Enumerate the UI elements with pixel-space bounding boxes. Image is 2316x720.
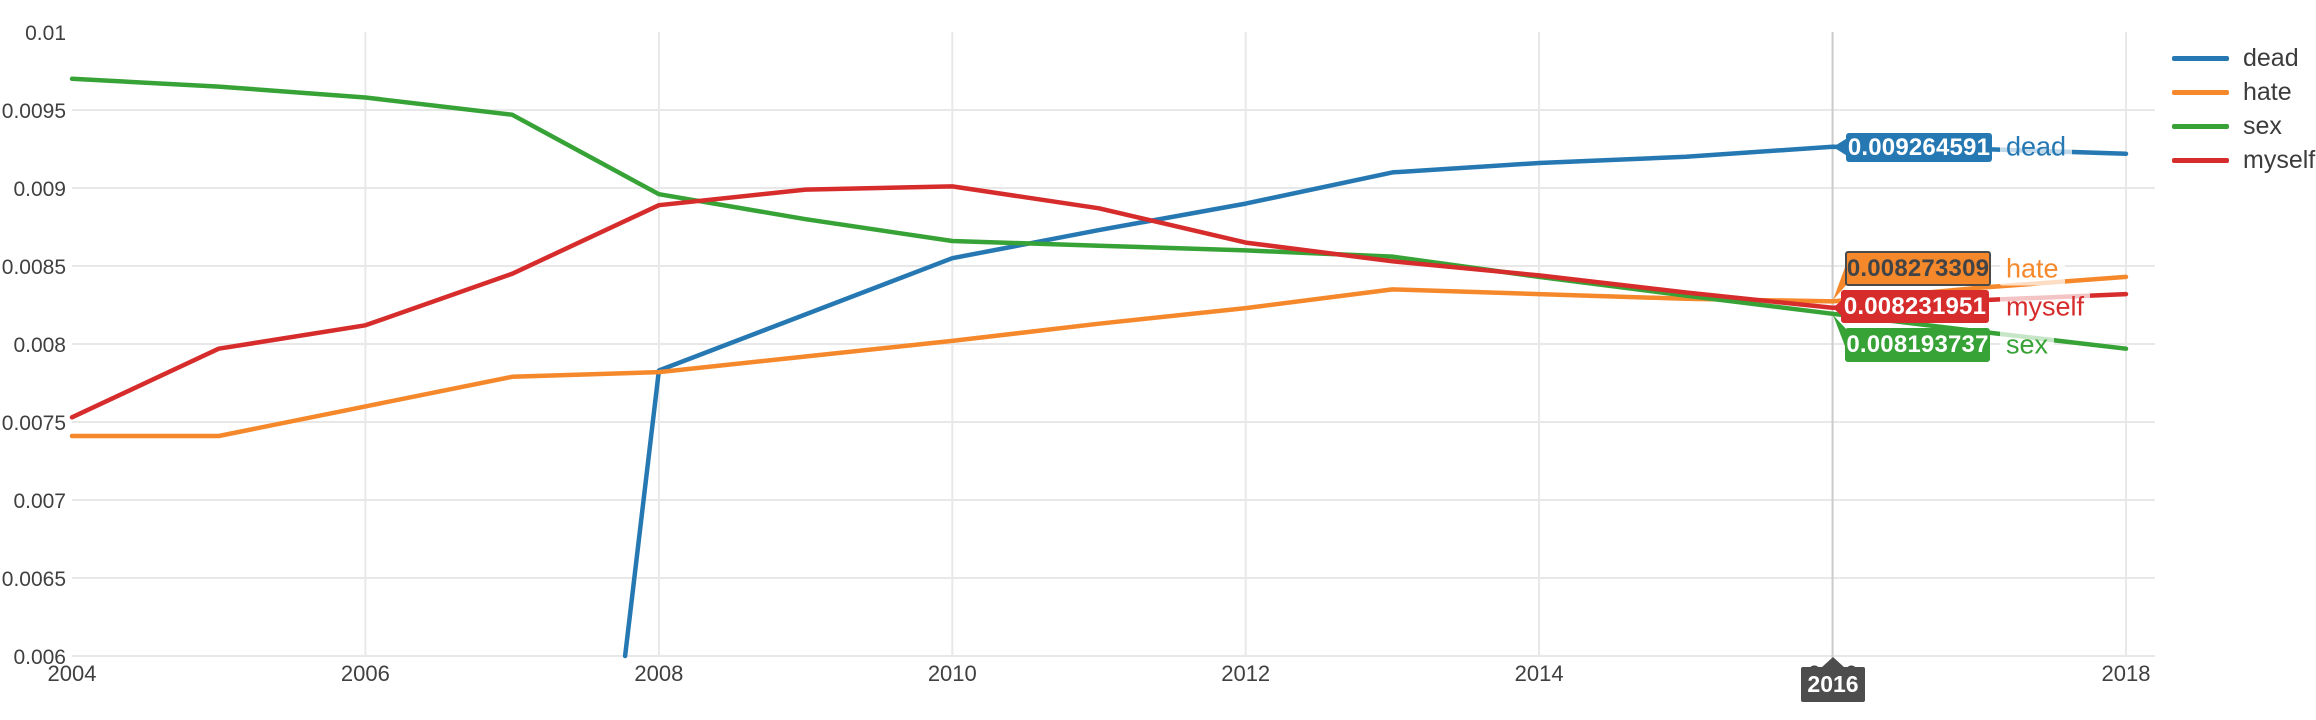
- x-tick-label: 2014: [1515, 661, 1564, 686]
- tooltip-dead: 0.009264591: [1846, 133, 1992, 162]
- series-line-myself: [69, 184, 2129, 420]
- hover-year-marker: 2016: [1801, 667, 1865, 702]
- tooltip-dead-value: 0.009264591: [1847, 133, 1991, 161]
- x-tick-label: 2018: [2102, 661, 2151, 686]
- legend-item-sex[interactable]: sex: [2172, 109, 2315, 143]
- hover-year-marker-arrow-icon: [1821, 657, 1845, 668]
- x-tick-label: 2004: [48, 661, 97, 686]
- x-tick-label: 2008: [634, 661, 683, 686]
- tooltip-pointer-sex: [1833, 315, 1848, 354]
- legend-swatch-dead: [2172, 55, 2229, 61]
- legend-label-dead: dead: [2243, 43, 2299, 72]
- legend-swatch-hate: [2172, 89, 2229, 95]
- y-tick-label: 0.0065: [2, 568, 66, 591]
- y-tick-label: 0.008: [13, 334, 66, 357]
- legend-label-myself: myself: [2243, 145, 2316, 174]
- y-tick-label: 0.0085: [2, 256, 66, 279]
- series-line-sex: [69, 76, 2129, 351]
- y-tick-label: 0.006: [13, 646, 66, 669]
- series-line-hate: [69, 274, 2129, 439]
- legend-swatch-myself: [2172, 157, 2229, 163]
- y-tick-label: 0.0095: [2, 100, 66, 123]
- y-tick-label: 0.007: [13, 490, 66, 513]
- tooltip-sex: 0.008193737: [1845, 328, 1990, 362]
- hover-year-label: 2016: [1807, 671, 1859, 697]
- legend-item-dead[interactable]: dead: [2172, 41, 2315, 75]
- y-tick-label: 0.009: [13, 178, 66, 201]
- tooltip-pointer-hate: [1833, 259, 1848, 300]
- series-line-dead: [622, 144, 2129, 659]
- legend-label-sex: sex: [2243, 111, 2282, 140]
- y-tick-label: 0.0075: [2, 412, 66, 435]
- x-tick-label: 2006: [341, 661, 390, 686]
- legend-item-hate[interactable]: hate: [2172, 75, 2315, 109]
- legend-swatch-sex: [2172, 123, 2229, 129]
- series-label-myself: myself: [2000, 290, 2091, 324]
- tooltip-pointer-dead: [1833, 137, 1849, 157]
- tooltip-myself: 0.008231951: [1841, 290, 1989, 323]
- series-label-hate: hate: [2000, 252, 2065, 286]
- tooltip-myself-value: 0.008231951: [1843, 292, 1987, 320]
- x-tick-label: 2012: [1221, 661, 1270, 686]
- legend-label-hate: hate: [2243, 77, 2292, 106]
- tooltip-hate: 0.008273309: [1845, 251, 1991, 286]
- tooltip-sex-value: 0.008193737: [1846, 331, 1989, 358]
- legend: dead hate sex myself: [2172, 41, 2315, 177]
- series-label-dead: dead: [2000, 130, 2073, 164]
- y-tick-label: 0.01: [25, 22, 66, 45]
- x-tick-label: 2010: [928, 661, 977, 686]
- legend-item-myself[interactable]: myself: [2172, 143, 2315, 177]
- tooltip-hate-value: 0.008273309: [1846, 254, 1990, 282]
- series-label-sex: sex: [2000, 328, 2055, 362]
